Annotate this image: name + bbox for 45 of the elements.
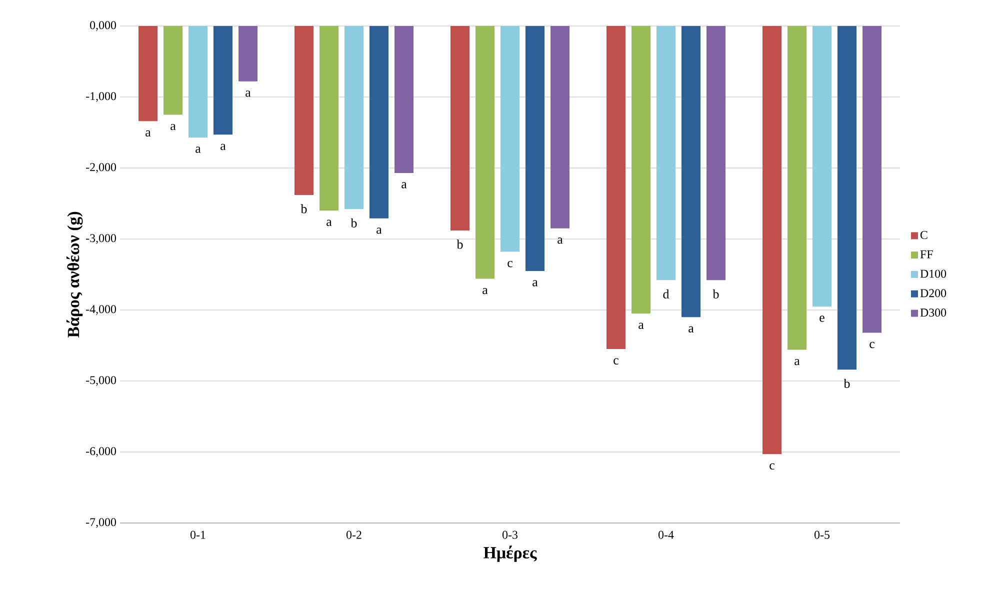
data-label: e [820,316,824,322]
data-label: a [220,144,226,150]
data-label: a [558,238,563,244]
data-label: b [456,240,463,249]
data-label: a [246,90,251,97]
data-label: a [794,358,800,366]
y-tick-label: 0,000 [90,21,116,31]
y-tick-label: -1,000 [86,92,116,102]
data-label: a [146,130,151,137]
data-label: d [663,289,670,298]
x-axis-title: Ημέρες [484,546,537,562]
y-tick-label: -5,000 [86,376,116,386]
y-tick-label: -6,000 [86,447,116,457]
data-label: a [532,280,538,286]
data-label: c [870,342,874,348]
x-tick-label: 0-2 [346,530,362,539]
y-tick-label: -2,000 [86,163,116,173]
data-label: b [712,289,719,298]
legend-label: D300 [920,308,946,317]
y-axis-title: Βάρος ανθέων (g) [66,212,83,338]
y-tick-label: -4,000 [86,305,116,315]
legend-label: D200 [920,289,946,298]
data-label: a [688,326,694,332]
legend-label: D100 [920,270,946,278]
data-label: b [350,218,357,228]
data-label: a [482,288,488,294]
data-label: a [196,146,201,153]
legend-label: FF [920,250,933,258]
data-label: a [638,322,644,329]
x-tick-label: 0-3 [502,530,518,539]
x-tick-label: 0-5 [814,530,830,539]
y-tick-label: -7,000 [86,518,116,528]
legend-label: C [920,230,928,240]
data-label: b [300,204,307,214]
data-label: a [170,124,176,130]
data-label: a [402,182,407,188]
data-label: c [614,358,618,364]
data-label: a [326,220,332,226]
x-tick-label: 0-4 [658,530,674,539]
data-label: c [508,260,512,268]
data-label: c [770,463,774,470]
y-tick-label: -3,000 [86,234,116,244]
data-label: b [844,378,850,388]
data-label: a [376,228,382,234]
x-tick-label: 0-1 [190,530,206,539]
